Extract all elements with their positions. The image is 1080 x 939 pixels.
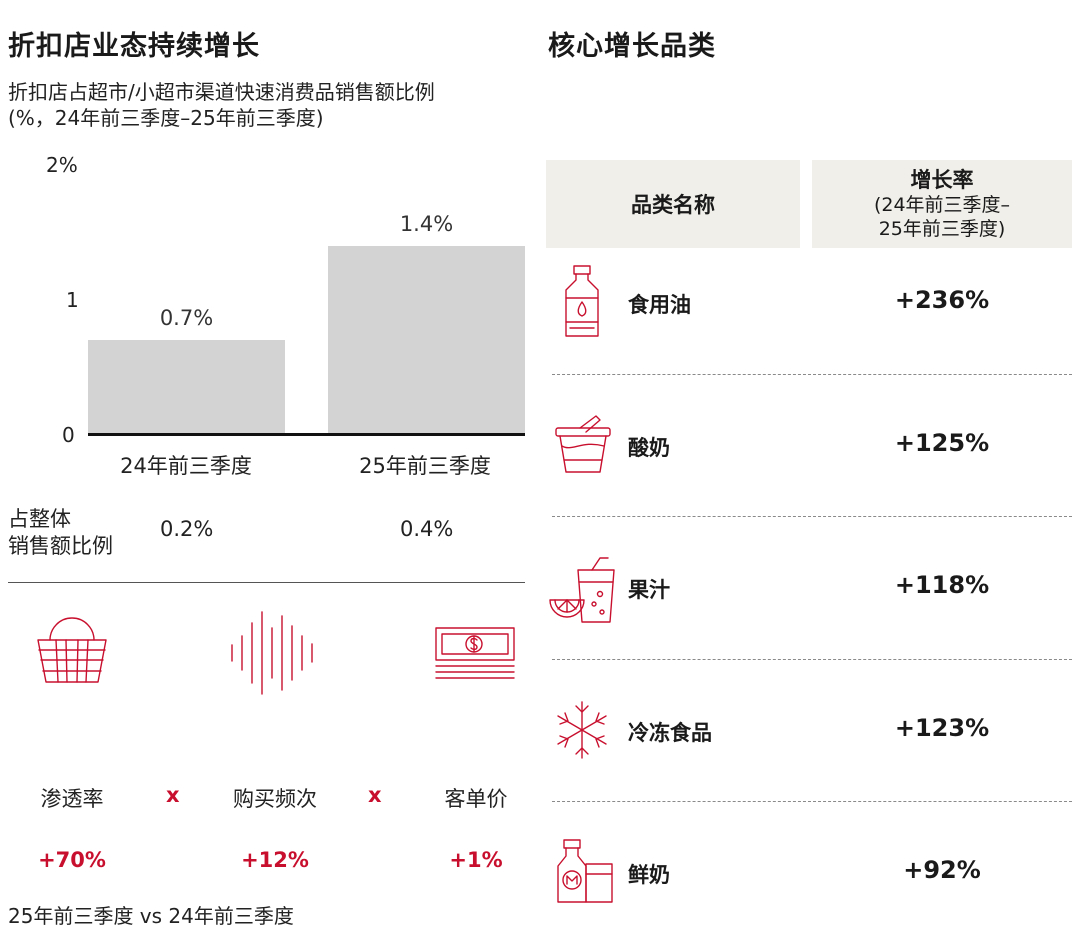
bar-value-label: 0.7% xyxy=(159,305,214,330)
share-value: 0.2% xyxy=(160,517,214,541)
metric-change: +70% xyxy=(38,848,106,872)
cash-icon xyxy=(435,627,515,679)
chart-subtitle-line1: 折扣店占超市/小超市渠道快速消费品销售额比例 xyxy=(8,80,435,104)
share-value: 0.4% xyxy=(400,517,454,541)
category-name: 食用油 xyxy=(628,293,691,317)
metric-change: +1% xyxy=(449,848,503,872)
metric-label: 客单价 xyxy=(444,787,508,811)
header-rate-title: 增长率 xyxy=(910,168,974,192)
row-divider xyxy=(552,516,1072,517)
section-divider xyxy=(8,582,525,583)
multiply-sign: x xyxy=(368,783,382,807)
bar xyxy=(328,245,525,434)
comparison-footnote: 25年前三季度 vs 24年前三季度 xyxy=(8,904,294,928)
bar xyxy=(88,339,285,434)
row-divider xyxy=(552,374,1072,375)
growth-rate: +118% xyxy=(894,571,990,599)
growth-rate: +123% xyxy=(894,714,990,742)
share-label-line2: 销售额比例 xyxy=(8,534,113,558)
juice-icon xyxy=(549,557,615,623)
growth-rate: +236% xyxy=(894,286,990,314)
snowflake-icon xyxy=(557,701,607,759)
right-title: 核心增长品类 xyxy=(548,31,716,62)
metric-label: 渗透率 xyxy=(40,787,104,811)
y-tick-label: 1 xyxy=(66,288,79,312)
y-tick-label: 0 xyxy=(62,423,75,447)
yogurt-cup-icon xyxy=(555,415,611,473)
y-tick-label: 2% xyxy=(46,153,78,177)
metric-change: +12% xyxy=(241,848,309,872)
growth-rate: +92% xyxy=(903,856,981,884)
x-tick-label: 24年前三季度 xyxy=(120,454,252,478)
left-title: 折扣店业态持续增长 xyxy=(8,31,260,62)
row-divider xyxy=(552,801,1072,802)
oil-bottle-icon xyxy=(565,265,599,337)
sound-wave-icon xyxy=(231,611,313,695)
milk-bottle-icon xyxy=(557,839,613,903)
share-label-line1: 占整体 xyxy=(8,507,71,531)
category-name: 冷冻食品 xyxy=(628,721,712,745)
category-name: 鲜奶 xyxy=(628,863,670,887)
category-name: 果汁 xyxy=(628,578,670,602)
multiply-sign: x xyxy=(166,783,180,807)
x-tick-label: 25年前三季度 xyxy=(359,454,491,478)
basket-icon xyxy=(37,617,107,683)
bar-value-label: 1.4% xyxy=(399,211,454,236)
x-axis-baseline xyxy=(88,433,525,436)
chart-subtitle-line2: (%，24年前三季度–25年前三季度) xyxy=(8,106,324,130)
table-header-rate: 增长率 (24年前三季度– 25年前三季度) xyxy=(812,160,1072,248)
metric-label: 购买频次 xyxy=(233,787,317,811)
header-rate-period: 25年前三季度) xyxy=(878,218,1006,240)
category-name: 酸奶 xyxy=(628,436,670,460)
header-rate-period: (24年前三季度– xyxy=(873,194,1011,216)
growth-rate: +125% xyxy=(894,429,990,457)
table-header-name: 品类名称 xyxy=(546,160,800,248)
row-divider xyxy=(552,659,1072,660)
